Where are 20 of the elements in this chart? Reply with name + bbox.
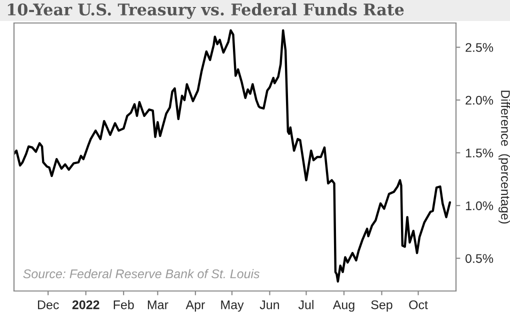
x-tick-label: Jun — [260, 300, 279, 310]
y-tick-label: 2.0% — [466, 96, 494, 105]
y-axis-title: Difference (percentage) — [498, 90, 510, 224]
x-tick-label: Dec — [38, 300, 59, 310]
annotation: Source: Federal Reserve Bank of St. Louis — [23, 269, 260, 278]
line-series — [14, 29, 452, 283]
chart-title: 10-Year U.S. Treasury vs. Federal Funds Rate — [8, 3, 404, 19]
x-tick-label: 2022 — [72, 300, 100, 310]
y-tick-label: 1.0% — [466, 201, 494, 210]
x-tick-label: Jul — [298, 300, 314, 310]
y-tick-label: 0.5% — [466, 254, 494, 263]
x-tick-label: Mar — [148, 300, 168, 310]
x-tick-label: Aug — [332, 300, 354, 312]
x-tick-label: May — [221, 300, 244, 312]
x-tick-label: Apr — [186, 300, 205, 312]
x-tick-label: Oct — [409, 300, 428, 310]
y-tick-label: 2.5% — [466, 43, 494, 52]
x-tick-label: Feb — [114, 300, 134, 310]
y-tick-label: 1.5% — [466, 148, 494, 158]
x-tick-label: Sep — [371, 300, 392, 312]
